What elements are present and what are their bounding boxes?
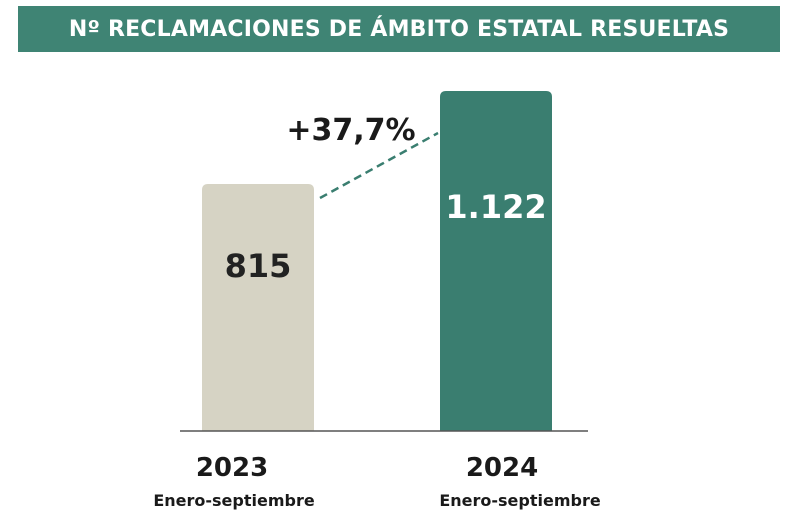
bar-2023 <box>202 184 314 431</box>
chart-title-bar: Nº RECLAMACIONES DE ÁMBITO ESTATAL RESUE… <box>18 6 780 52</box>
category-label-2024: 2024 <box>466 453 538 483</box>
category-sublabel-2023: Enero-septiembre <box>153 491 315 510</box>
growth-connector-line <box>319 131 439 200</box>
category-sublabel-2024: Enero-septiembre <box>439 491 601 510</box>
change-percentage-label: +37,7% <box>286 113 415 148</box>
value-label-2024: 1.122 <box>445 188 546 226</box>
value-label-2023: 815 <box>225 247 292 285</box>
chart-title: Nº RECLAMACIONES DE ÁMBITO ESTATAL RESUE… <box>68 16 730 42</box>
bar-2024 <box>440 91 552 431</box>
category-label-2023: 2023 <box>196 453 268 483</box>
